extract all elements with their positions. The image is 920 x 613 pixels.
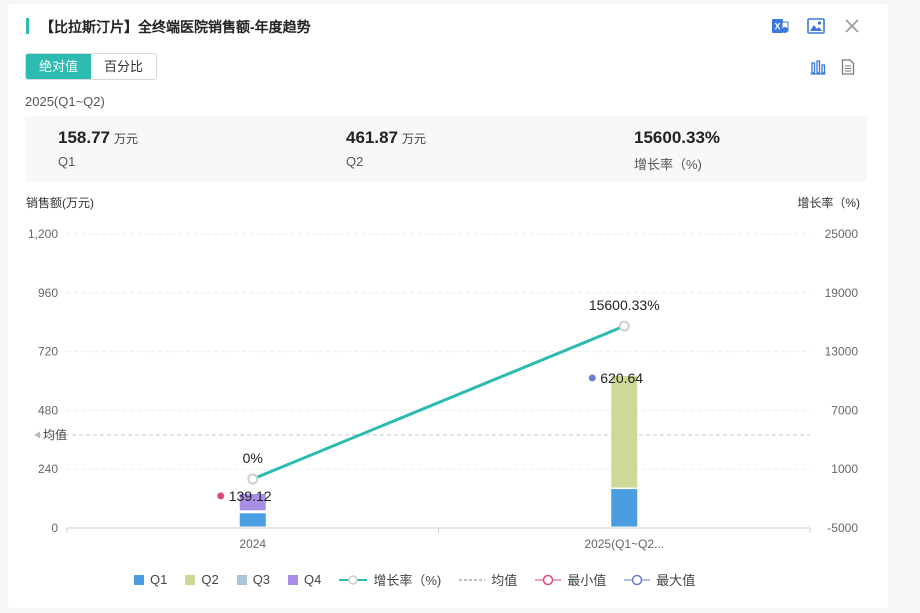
y-right-tick-label: -5000 <box>827 521 858 535</box>
legend-dash-marker <box>459 578 486 581</box>
legend-item-q2[interactable]: Q2 <box>185 572 219 587</box>
y-left-tick-label: 0 <box>51 521 58 535</box>
growth-rate-label: 15600.33% <box>589 297 660 313</box>
image-export-icon[interactable] <box>806 16 826 36</box>
y-left-tick-label: 720 <box>38 345 58 359</box>
value-mode-tabs: 绝对值 百分比 <box>25 53 158 80</box>
summary-stat-growth: 15600.33% 增长率（%) <box>634 128 724 173</box>
average-line-arrow <box>34 431 40 439</box>
growth-rate-label: 0% <box>243 450 263 466</box>
legend-label: 均值 <box>491 573 518 588</box>
legend-label: Q3 <box>252 572 271 587</box>
legend-label: Q2 <box>201 572 219 587</box>
bar-segment-q1 <box>611 489 638 527</box>
growth-rate-point <box>247 473 259 485</box>
growth-rate-line <box>252 324 625 481</box>
summary-value: 158.77 <box>58 128 110 147</box>
legend-label: 最小值 <box>567 573 607 588</box>
title-accent-bar <box>26 18 29 34</box>
period-label: 2025(Q1~Q2) <box>25 94 105 109</box>
summary-value: 15600.33% <box>634 128 721 147</box>
summary-stat-q2: 461.87 万元 Q2 <box>346 128 426 169</box>
min-value-label: 139.12 <box>229 488 272 504</box>
close-icon[interactable] <box>842 16 862 36</box>
legend-item-q3[interactable]: Q3 <box>236 572 271 587</box>
legend-swatch <box>134 574 144 585</box>
summary-label: Q1 <box>58 154 76 169</box>
legend-label: 增长率（%) <box>373 573 442 588</box>
legend-swatch <box>288 574 299 585</box>
y-right-tick-label: 7000 <box>831 403 858 417</box>
y-right-tick-label: 13000 <box>825 345 859 359</box>
y-right-tick-label: 19000 <box>825 286 859 300</box>
summary-stat-q1: 158.77 万元 Q1 <box>58 128 138 169</box>
summary-label: 增长率（%) <box>634 157 702 172</box>
legend-label: 最大值 <box>656 573 696 588</box>
legend-item-min[interactable]: 最小值 <box>535 570 606 589</box>
summary-panel: 158.77 万元 Q1 461.87 万元 Q2 15600.33% 增长率（%) <box>25 116 867 182</box>
legend-max-marker <box>624 574 651 585</box>
legend-item-avg[interactable]: 均值 <box>459 570 517 589</box>
summary-unit: 万元 <box>114 132 139 146</box>
min-value-marker <box>217 492 225 500</box>
bar-segment-q1 <box>239 513 266 527</box>
bar-segment-q4 <box>239 493 266 511</box>
x-tick-label: 2024 <box>239 537 266 551</box>
summary-value: 461.87 <box>346 128 398 147</box>
legend-label: Q1 <box>150 572 168 587</box>
legend-item-growth[interactable]: 增长率（%) <box>339 570 441 589</box>
chart-title: 【比拉斯汀片】全终端医院销售额-年度趋势 <box>40 19 311 35</box>
tab-percent[interactable]: 百分比 <box>91 54 157 79</box>
legend-min-marker <box>535 574 562 585</box>
bar-chart-icon[interactable] <box>808 57 828 77</box>
y-right-tick-label: 25000 <box>825 227 859 241</box>
y-left-tick-label: 1,200 <box>28 227 58 241</box>
legend-item-q1[interactable]: Q1 <box>134 572 167 587</box>
table-view-icon[interactable] <box>838 57 858 77</box>
right-axis-title: 增长率（%) <box>797 196 860 210</box>
average-line-label: 均值 <box>43 427 67 442</box>
max-value-marker <box>588 374 596 382</box>
svg-text:X: X <box>774 22 780 32</box>
summary-unit: 万元 <box>402 132 427 146</box>
y-left-tick-label: 960 <box>38 286 58 300</box>
chart-card: 【比拉斯汀片】全终端医院销售额-年度趋势 X 绝对值 百分比 2025(Q1~Q… <box>8 4 888 608</box>
legend-swatch <box>185 574 196 585</box>
y-left-tick-label: 480 <box>38 403 58 417</box>
growth-rate-point <box>618 320 630 332</box>
legend-line-marker <box>339 574 368 585</box>
excel-export-icon[interactable]: X <box>770 16 790 36</box>
x-tick-label: 2025(Q1~Q2... <box>584 537 664 551</box>
legend-swatch <box>236 574 247 585</box>
legend-item-max[interactable]: 最大值 <box>624 570 695 589</box>
max-value-label: 620.64 <box>600 370 643 386</box>
legend-label: Q4 <box>304 572 322 587</box>
y-left-tick-label: 240 <box>38 462 58 476</box>
y-right-tick-label: 1000 <box>831 462 858 476</box>
left-axis-title: 销售额(万元) <box>26 196 94 210</box>
bar-segment-q2 <box>611 375 638 488</box>
summary-label: Q2 <box>346 154 364 169</box>
legend-item-q4[interactable]: Q4 <box>288 572 321 587</box>
chart-legend: Q1 Q2 Q3 Q4 增长率（%) 均值 最小值 最大值 <box>134 570 695 589</box>
tab-absolute[interactable]: 绝对值 <box>26 54 92 79</box>
